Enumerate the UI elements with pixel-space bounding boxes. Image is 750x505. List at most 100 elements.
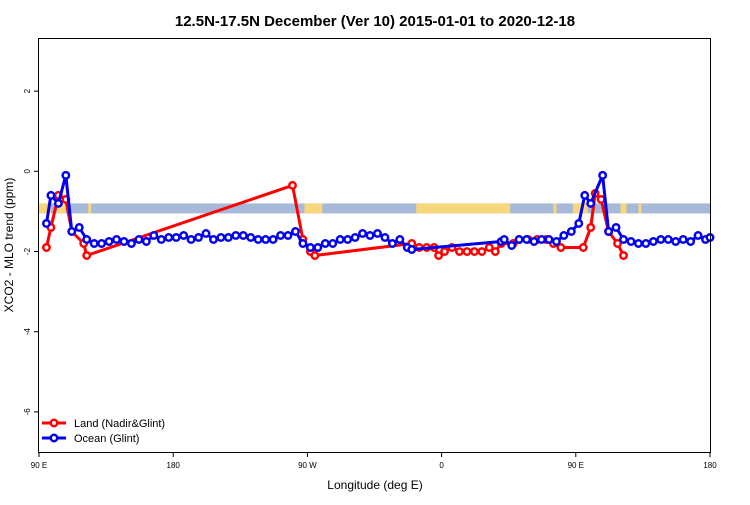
data-point	[283, 231, 293, 240]
data-point	[596, 194, 606, 204]
data-point	[313, 243, 323, 252]
data-point	[164, 233, 174, 242]
data-point	[484, 243, 494, 252]
land-band-segment	[620, 203, 627, 214]
land-band-segment	[553, 203, 557, 214]
data-point	[598, 170, 608, 180]
land-band-segment	[304, 203, 323, 214]
data-point	[82, 235, 92, 244]
data-point	[209, 235, 218, 244]
data-point	[380, 233, 390, 242]
data-point	[586, 223, 596, 232]
data-point	[619, 251, 628, 260]
land-band-segment	[416, 203, 511, 214]
data-point	[112, 235, 121, 244]
data-point	[46, 190, 56, 200]
x-tick-label: 180	[167, 461, 181, 470]
data-point	[514, 235, 524, 244]
y-tick-label: -6	[23, 408, 32, 416]
data-point	[551, 237, 561, 246]
data-point	[455, 247, 464, 256]
data-point	[693, 231, 703, 240]
data-point	[633, 239, 643, 248]
data-point	[678, 235, 688, 244]
legend-label: Land (Nadir&Glint)	[74, 418, 165, 430]
x-tick-label: 180	[703, 461, 717, 470]
data-point	[186, 235, 196, 244]
data-point	[298, 239, 308, 248]
data-point	[119, 237, 129, 246]
data-point	[395, 235, 405, 244]
data-point	[238, 231, 248, 240]
data-point	[126, 239, 136, 248]
data-point	[499, 235, 509, 244]
data-point	[201, 229, 211, 238]
data-point	[350, 233, 360, 242]
data-point	[223, 233, 233, 242]
data-point	[310, 251, 320, 260]
data-point	[586, 198, 596, 208]
data-point	[559, 231, 569, 240]
legend: Land (Nadir&Glint) Ocean (Glint)	[42, 418, 165, 445]
data-point	[686, 237, 696, 246]
data-point	[365, 231, 375, 240]
data-point	[305, 243, 315, 252]
data-point	[179, 231, 189, 240]
data-point	[613, 239, 623, 248]
series-1	[42, 170, 715, 254]
y-axis-label: XCO2 - MLO trend (ppm)	[2, 178, 16, 313]
data-point	[268, 235, 278, 244]
data-point	[434, 251, 444, 260]
data-point	[261, 235, 271, 244]
y-tick-label: -2	[23, 247, 32, 255]
plot-frame	[38, 38, 711, 453]
data-point	[194, 233, 203, 242]
data-point	[42, 243, 51, 252]
land-band-segment	[56, 203, 66, 214]
land-band-segment	[572, 203, 588, 214]
data-point	[291, 227, 300, 236]
data-point	[490, 247, 500, 256]
data-point	[171, 233, 181, 242]
land-band-segment	[39, 203, 51, 214]
data-point	[343, 235, 353, 244]
data-point	[544, 235, 554, 244]
data-point	[580, 190, 590, 200]
data-point	[358, 229, 368, 238]
land-band-segment	[88, 203, 92, 214]
legend-marker	[49, 418, 59, 428]
data-point	[387, 239, 397, 248]
data-point	[566, 227, 576, 236]
data-point	[440, 247, 450, 256]
data-point	[335, 235, 345, 244]
data-point	[373, 229, 382, 238]
data-point	[104, 237, 114, 246]
data-point	[611, 223, 621, 232]
data-point	[53, 198, 63, 208]
data-point	[462, 247, 472, 256]
data-point	[507, 241, 517, 250]
y-tick-label: 0	[23, 169, 32, 174]
data-point	[216, 233, 226, 242]
data-point	[537, 235, 546, 244]
sea-band	[39, 203, 710, 214]
data-point	[656, 235, 666, 244]
data-point	[320, 239, 330, 248]
land-band-segment	[638, 203, 642, 214]
data-point	[671, 237, 681, 246]
data-point	[522, 235, 532, 244]
data-point	[556, 243, 566, 252]
data-point	[42, 218, 51, 228]
data-point	[663, 235, 673, 244]
data-point	[141, 237, 151, 246]
axis-layer: 90 E 180 90 W 0 90 E 180 2 0 -2 -4 -6	[23, 88, 717, 470]
data-point	[82, 251, 92, 260]
data-point	[134, 235, 144, 244]
data-point	[648, 237, 658, 246]
x-axis-label: Longitude (deg E)	[327, 478, 422, 492]
land-sea-band	[39, 203, 710, 214]
series-layer	[42, 170, 715, 260]
data-point	[407, 245, 417, 254]
